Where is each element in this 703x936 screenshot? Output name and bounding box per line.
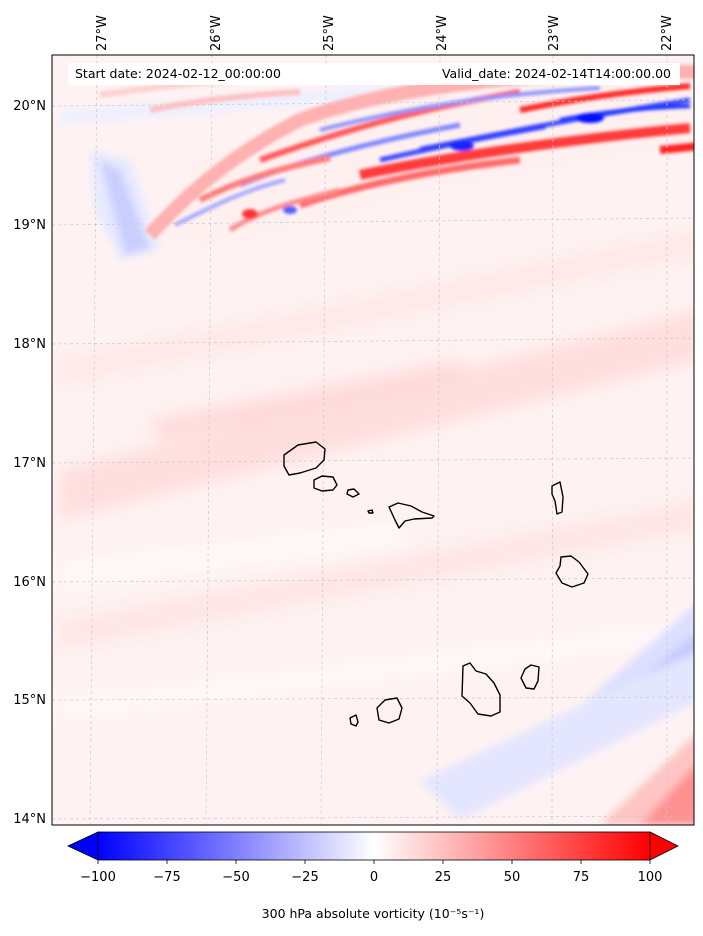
island-boa-vista (555, 555, 589, 588)
island-santo-antao (283, 441, 326, 476)
colorbar-tick-label: −25 (291, 870, 318, 885)
date-info-box (68, 63, 680, 85)
lon-label-25w: 25°W (322, 15, 337, 51)
island-sal (551, 481, 564, 515)
colorbar-tick-label: −75 (153, 870, 180, 885)
lat-label-14n: 14°N (13, 812, 46, 827)
colorbar-ticks (97, 860, 651, 864)
lon-label-26w: 26°W (209, 15, 224, 51)
lat-label-16n: 16°N (13, 575, 46, 590)
colorbar-tick-label: −50 (222, 870, 249, 885)
colorbar-tick-label: −100 (80, 870, 116, 885)
colorbar-tick-label: 50 (504, 870, 521, 885)
latitude-labels: 20°N 19°N 18°N 17°N 16°N 15°N 14°N (13, 99, 46, 827)
island-ilheu-raso (367, 509, 374, 514)
colorbar-tick-label: 75 (573, 870, 590, 885)
colorbar: −100 −75 −50 −25 0 25 50 75 100 300 hPa … (67, 831, 679, 921)
colorbar-extend-max (649, 831, 679, 861)
start-date-label: Start date: 2024-02-12_00:00:00 (75, 66, 281, 81)
island-santiago (461, 662, 501, 717)
colorbar-tick-label: 0 (370, 870, 378, 885)
island-maio (520, 664, 540, 690)
colorbar-title: 300 hPa absolute vorticity (10⁻⁵s⁻¹) (262, 906, 485, 921)
island-sao-vicente (313, 475, 338, 492)
island-fogo (376, 697, 403, 724)
lon-label-23w: 23°W (547, 15, 562, 51)
valid-date-label: Valid_date: 2024-02-14T14:00:00.00 (442, 66, 671, 81)
colorbar-tick-label: 100 (638, 870, 663, 885)
colorbar-gradient (97, 831, 651, 861)
lat-label-17n: 17°N (13, 456, 46, 471)
lat-label-20n: 20°N (13, 99, 46, 114)
lat-label-18n: 18°N (13, 337, 46, 352)
colorbar-tick-label: 25 (435, 870, 452, 885)
lon-label-24w: 24°W (435, 15, 450, 51)
island-coastlines (283, 441, 589, 727)
lon-label-27w: 27°W (95, 15, 110, 51)
longitude-labels: 27°W 26°W 25°W 24°W 23°W 22°W (95, 15, 675, 51)
map-frame (51, 54, 695, 826)
island-brava (349, 714, 359, 727)
gridlines (52, 55, 694, 825)
island-sao-nicolau (388, 502, 435, 529)
lon-label-22w: 22°W (660, 15, 675, 51)
vorticity-field (52, 55, 694, 825)
colorbar-extend-min (67, 831, 99, 861)
lat-label-15n: 15°N (13, 693, 46, 708)
lat-label-19n: 19°N (13, 218, 46, 233)
weak-vorticity-streaks (60, 231, 694, 720)
island-santa-luzia (346, 488, 360, 498)
